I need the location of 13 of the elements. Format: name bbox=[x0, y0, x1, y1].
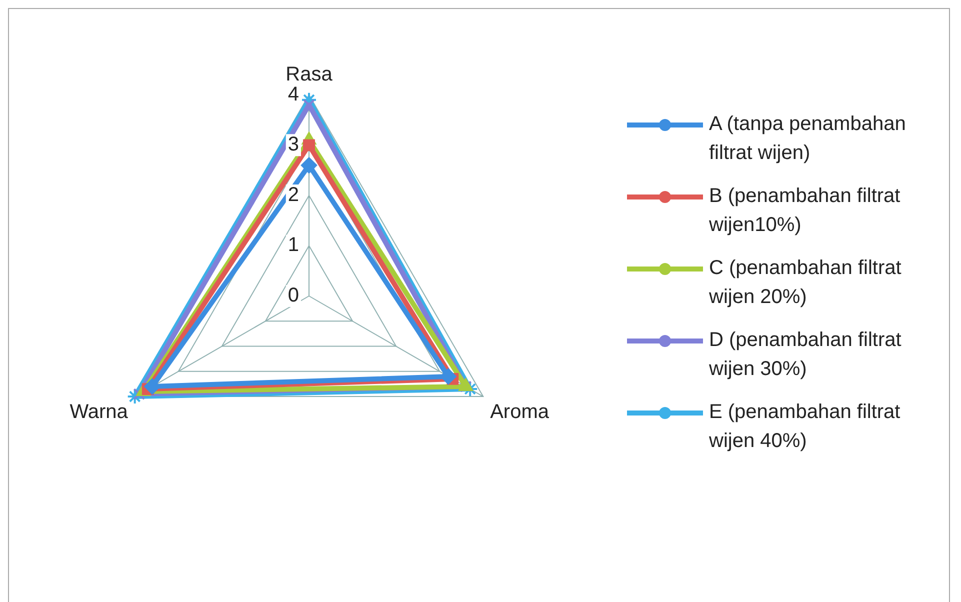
y-tick-label: 0 bbox=[288, 284, 299, 307]
legend-label: A (tanpa penambahan filtrat wijen) bbox=[709, 112, 907, 166]
spoke-label: Aroma bbox=[490, 401, 550, 424]
y-tick-label: 1 bbox=[288, 234, 299, 256]
y-tick-label: 2 bbox=[288, 184, 299, 206]
y-tick-label: 4 bbox=[288, 83, 299, 106]
spoke-label: Rasa bbox=[286, 63, 334, 86]
legend-label: C (penambahan filtrat wijen 20%) bbox=[709, 256, 902, 310]
y-tick-label: 3 bbox=[288, 134, 299, 156]
spoke-label: Warna bbox=[70, 401, 129, 424]
legend-label: B (penambahan filtrat wijen10%) bbox=[709, 184, 902, 238]
legend-label: E (penambahan filtrat wijen 40%) bbox=[709, 400, 902, 454]
legend-label: D (penambahan filtrat wijen 30%) bbox=[709, 328, 902, 382]
